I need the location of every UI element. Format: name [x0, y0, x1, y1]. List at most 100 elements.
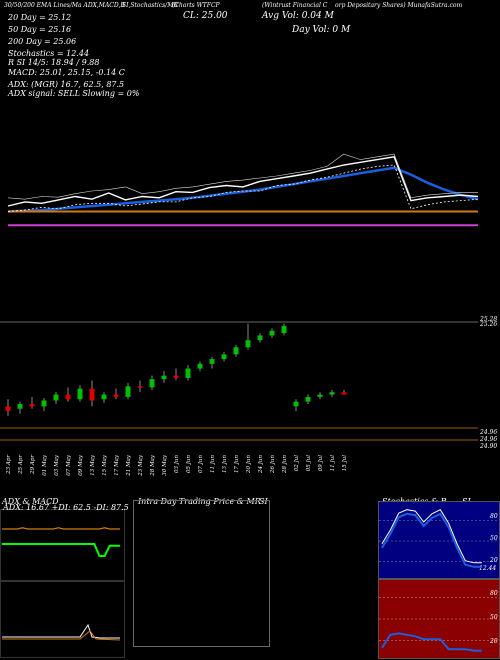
date-axis-label: 17 Jun	[234, 455, 240, 473]
date-axis-label: 03 May	[54, 454, 60, 476]
close-price-line	[7, 156, 479, 207]
adx-macd-svg	[2, 527, 121, 641]
candle-body	[89, 388, 95, 401]
close-price-label: CL: 25.00	[183, 11, 228, 21]
candle-body	[293, 401, 299, 407]
stochastics-panel: Stochastics & R SI 80 50 20 80 50 20 12.…	[378, 497, 500, 660]
date-axis-label: 11 Jul	[330, 455, 336, 471]
macd-subpanel	[0, 581, 125, 658]
date-axis-label: 17 May	[114, 454, 120, 476]
candle-body	[305, 396, 311, 402]
candle-body	[53, 394, 59, 401]
candle-body	[161, 375, 167, 380]
macd-signal-line	[2, 630, 121, 641]
candle-body	[341, 392, 347, 395]
main-chart-svg: 23 Apr 25 Apr 29 Apr 01 May 03 May 07 May 09 M…	[0, 153, 479, 477]
stoch-lower-label-50: 50	[490, 614, 498, 621]
stoch-lower-label-80: 80	[490, 590, 498, 597]
parabolic-sar-line	[7, 164, 479, 212]
date-axis-label: 01 May	[42, 454, 48, 476]
stochastics-label: Stochastics = 12.44	[8, 49, 90, 58]
intraday-panel-title-right: SI	[259, 497, 268, 506]
date-axis-label: 05 Jun	[186, 455, 192, 473]
stoch-upper-label-20: 20	[490, 557, 498, 564]
price-axis-label-4: 24.96	[480, 436, 498, 443]
candle-body	[113, 394, 119, 397]
price-axis-label-2: 25.26	[480, 321, 498, 328]
date-axis-label: 25 Apr	[18, 455, 24, 475]
avg-volume-label: Avg Vol: 0.04 M	[262, 11, 334, 21]
bollinger-upper-line	[7, 153, 478, 200]
candle-body	[329, 392, 335, 395]
date-axis-label: 07 Jun	[198, 455, 204, 473]
stoch-last-value: 12.44	[479, 565, 497, 572]
header-title: 30/50/200 EMA Lines/Ma ADX,MACD,B	[4, 2, 125, 9]
date-axis-label: 09 May	[78, 454, 84, 476]
price-axis-label-1: 25.28	[480, 316, 498, 323]
ma20-label: 20 Day = 25.12	[8, 13, 72, 22]
date-axis-label: 09 Jul	[318, 455, 324, 471]
header-indicators: SI,Stochastics/MR	[122, 2, 178, 9]
date-axis-label: 24 Jun	[258, 455, 264, 474]
candle-body	[197, 363, 203, 369]
adx-subpanel	[0, 509, 125, 581]
candle-body	[221, 354, 227, 360]
date-axis-label: 15 May	[102, 454, 108, 476]
header-company-suffix: orp Depositary Shares) MunafaSutra.com	[335, 2, 463, 9]
date-axis-label: 28 May	[150, 454, 156, 477]
macd-line	[2, 623, 120, 639]
price-axis-label-3: 24.96	[480, 429, 498, 436]
ma200-label: 200 Day = 25.06	[8, 37, 77, 46]
stochastics-line	[381, 512, 482, 568]
adx-readout: ADX: 16.67 +DI: 62.5 -DI: 87.5	[3, 503, 129, 512]
plus-di-line	[2, 527, 120, 530]
header-company: (Wintrust Financial C	[262, 2, 328, 9]
candle-body	[317, 394, 323, 397]
stochastics-signal-line	[381, 509, 482, 564]
candle-body	[77, 388, 83, 400]
date-axis-label: 20 Jun	[246, 455, 252, 474]
date-axis-label: 23 Apr	[6, 455, 12, 475]
candle-body	[257, 335, 263, 341]
intraday-plot-area	[133, 500, 270, 647]
candle-body	[65, 394, 71, 400]
stoch-upper-label-80: 80	[490, 513, 498, 520]
candle-body	[269, 330, 275, 336]
adx-label: ADX: (MGR) 16.7, 62.5, 87.5	[8, 80, 125, 89]
date-axis-label: 28 Jun	[282, 455, 288, 474]
date-axis-label: 26 Jun	[270, 455, 276, 474]
intraday-panel: Intra Day Trading Price & MR SI	[128, 497, 273, 660]
adx-macd-panel: ADX & MACD ADX: 16.67 +DI: 62.5 -DI: 87.…	[0, 497, 129, 660]
date-axis-label: 05 Jul	[306, 455, 312, 471]
candle-body	[185, 368, 191, 378]
candle-body	[209, 359, 215, 364]
date-axis-label: 02 Jul	[294, 455, 300, 471]
date-axis-label: 13 May	[90, 454, 96, 476]
date-axis-label: 29 Apr	[30, 455, 36, 475]
candle-body	[41, 400, 47, 407]
date-axis-label: 07 May	[66, 454, 72, 476]
day-volume-label: Day Vol: 0 M	[292, 25, 351, 35]
date-axis-label: 30 May	[162, 454, 168, 476]
stoch-lower-label-20: 20	[490, 638, 498, 645]
candle-body	[17, 404, 23, 409]
date-axis-label: 21 May	[126, 454, 132, 477]
candle-body	[245, 340, 251, 348]
date-axis-label: 03 Jun	[174, 455, 180, 473]
candle-body	[101, 394, 107, 400]
header-symbol: (Charts WTFCP	[172, 2, 220, 9]
rsi-line	[381, 632, 482, 652]
candle-body	[149, 379, 155, 388]
candle-body	[173, 375, 179, 378]
candle-body	[5, 406, 11, 412]
main-chart: 23 Apr 25 Apr 29 Apr 01 May 03 May 07 May 09 M…	[0, 2, 498, 477]
price-axis-label-5: 24.90	[480, 443, 498, 450]
candle-body	[29, 404, 35, 407]
date-axis-label: 11 Jun	[210, 455, 216, 473]
intraday-panel-title: Intra Day Trading Price & MR	[138, 497, 261, 506]
stoch-upper-label-50: 50	[490, 535, 498, 542]
stochastics-svg	[379, 509, 497, 652]
ma50-label: 50 Day = 25.16	[8, 25, 72, 34]
rsi-label: R SI 14/5: 18.94 / 9.88	[8, 58, 100, 67]
adx-signal-label: ADX signal: SELL Slowing = 0%	[8, 89, 140, 98]
